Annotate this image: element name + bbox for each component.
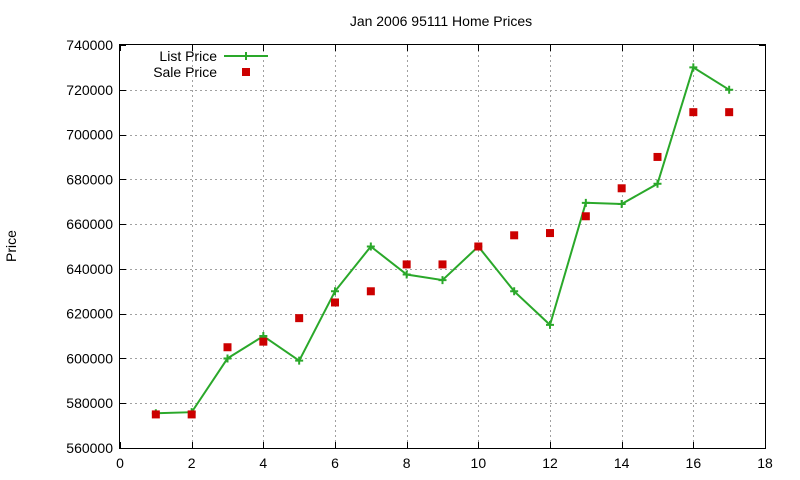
list-price-point	[581, 198, 590, 207]
sale-price-point	[259, 337, 268, 346]
list-price-point	[725, 85, 734, 94]
sale-price-point	[546, 229, 554, 238]
sale-price-point	[474, 242, 483, 251]
x-tick-label: 4	[259, 455, 267, 471]
sale-price-point	[151, 410, 160, 419]
legend-label: List Price	[159, 48, 217, 64]
x-tick-label: 12	[542, 455, 558, 471]
list-price-point	[331, 287, 339, 296]
list-price-point	[653, 179, 662, 188]
sale-price-point	[725, 108, 734, 117]
x-tick-label: 18	[757, 455, 773, 471]
sale-price-point	[653, 152, 662, 161]
grid-lines	[120, 45, 765, 448]
list-price-point	[366, 242, 375, 251]
y-tick-label: 620000	[66, 306, 113, 322]
sale-price-point	[617, 184, 626, 193]
sale-price-point	[295, 314, 304, 323]
sale-price-point	[510, 231, 519, 240]
plot-frame	[119, 44, 766, 449]
x-tick-label: 10	[471, 455, 487, 471]
sale-price-point	[366, 287, 375, 296]
list-price-point	[223, 354, 232, 363]
legend-plus-marker	[242, 52, 250, 60]
sale-price-point	[187, 410, 196, 419]
list-price-point	[617, 199, 626, 208]
x-tick-label: 0	[116, 455, 124, 471]
y-tick-label: 660000	[66, 216, 113, 232]
sale-price-point	[402, 260, 411, 269]
list-price-point	[438, 276, 447, 285]
list-price-point	[689, 63, 698, 72]
sale-price-point	[223, 343, 232, 352]
y-axis-label: Price	[3, 230, 19, 262]
x-tick-label: 2	[188, 455, 196, 471]
list-price-point	[402, 270, 411, 279]
list-price-point	[510, 287, 519, 296]
sale-price-point	[689, 108, 698, 117]
y-tick-label: 580000	[66, 395, 113, 411]
x-tick-label: 16	[686, 455, 702, 471]
x-tick-label: 8	[403, 455, 411, 471]
y-tick-label: 600000	[66, 350, 113, 366]
chart-title: Jan 2006 95111 Home Prices	[350, 13, 532, 29]
list-price-point	[295, 356, 304, 365]
y-tick-label: 740000	[66, 37, 113, 53]
sale-price-point	[331, 298, 339, 307]
axis-ticks: 0 2 4 6 8 10 12 14 16 18 560000 580000 600000 620000 6…	[66, 37, 773, 471]
x-tick-label: 6	[331, 455, 339, 471]
sale-price-point	[438, 260, 447, 269]
list-price-point	[546, 320, 554, 329]
x-tick-label: 14	[614, 455, 630, 471]
list-price-line	[155, 65, 730, 415]
y-tick-label: 640000	[66, 261, 113, 277]
series-layer	[151, 63, 734, 419]
y-tick-label: 680000	[66, 171, 113, 187]
y-tick-label: 700000	[66, 127, 113, 143]
y-tick-label: 560000	[66, 440, 113, 456]
legend-square-marker	[242, 68, 250, 76]
y-tick-label: 720000	[66, 82, 113, 98]
legend-label: Sale Price	[153, 64, 217, 80]
sale-price-point	[581, 212, 590, 221]
